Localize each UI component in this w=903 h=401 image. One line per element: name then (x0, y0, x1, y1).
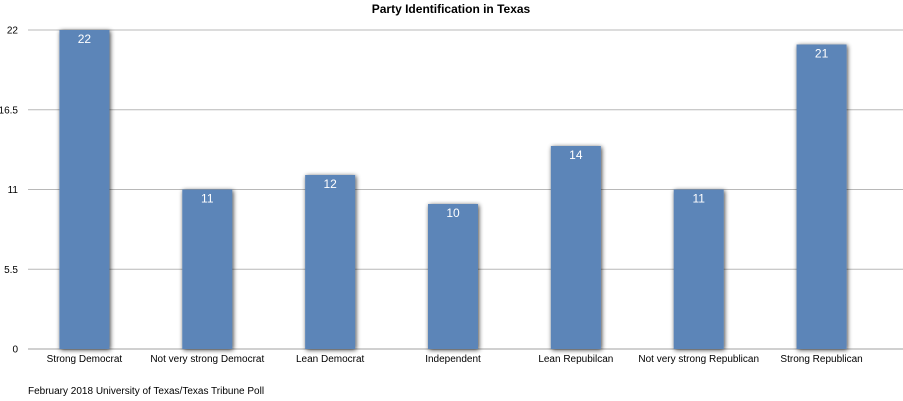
x-tick-label: Strong Democrat (47, 354, 123, 365)
bar-value-label: 11 (201, 192, 214, 206)
x-tick-label: Lean Repubilcan (538, 354, 613, 365)
y-tick-label: 22 (7, 26, 19, 37)
x-tick-label: Lean Democrat (296, 354, 365, 365)
bar (305, 175, 356, 349)
bar (673, 189, 724, 349)
x-tick-label: Strong Republican (780, 354, 862, 365)
bar (796, 44, 847, 349)
x-tick-label: Not very strong Democrat (150, 354, 264, 365)
bar-value-label: 12 (323, 177, 337, 191)
bar-value-label: 10 (446, 206, 460, 220)
x-tick-label: Independent (425, 354, 481, 365)
x-tick-label: Not very strong Republican (638, 354, 759, 365)
y-tick-label: 5.5 (4, 265, 18, 276)
gridlines (28, 29, 903, 350)
x-axis-ticks: Strong Democrat Not very strong Democrat L… (47, 354, 863, 365)
bar (182, 189, 233, 349)
y-tick-label: 0 (12, 345, 18, 356)
y-axis-ticks: 0 5.5 11 16.5 22 (0, 26, 18, 356)
bar (59, 30, 110, 349)
bar-value-label: 11 (692, 192, 705, 206)
bar (428, 204, 478, 349)
bar-value-label: 14 (569, 148, 583, 162)
y-tick-label: 11 (8, 185, 19, 196)
bar-value-label: 22 (78, 32, 92, 46)
chart-title: Party Identification in Texas (372, 2, 531, 16)
bars (59, 30, 847, 349)
bar-value-label: 21 (815, 47, 829, 61)
y-tick-label: 16.5 (0, 105, 18, 116)
data-labels: 22 11 12 10 14 11 21 (78, 32, 829, 220)
chart-source-note: February 2018 University of Texas/Texas … (28, 386, 264, 397)
bar (550, 146, 601, 349)
